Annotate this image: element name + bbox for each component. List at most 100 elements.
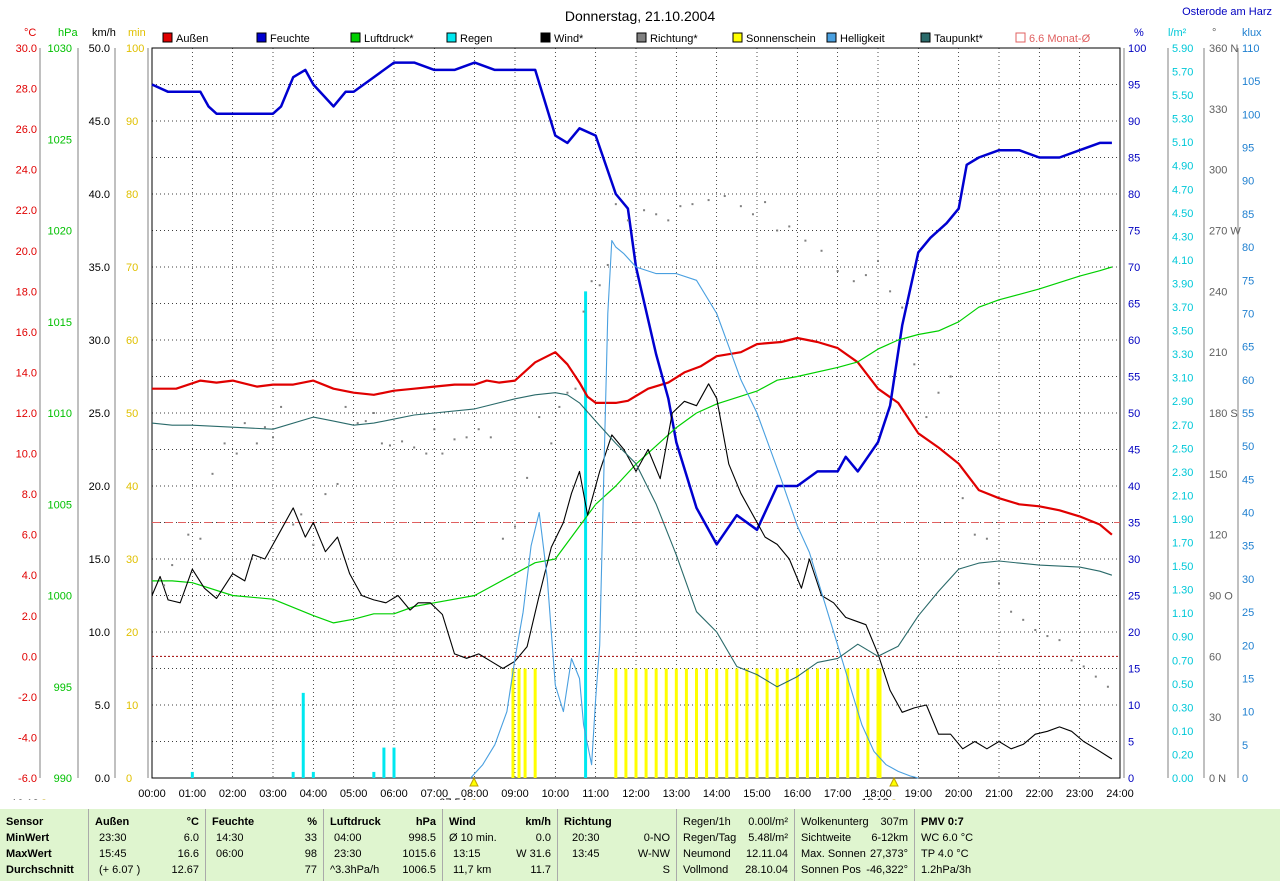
legend-swatch	[1015, 32, 1026, 43]
legend-swatch	[920, 32, 931, 43]
sun-tick-label: 100	[126, 43, 144, 55]
stats-value: 12.67	[171, 864, 199, 876]
direction-point	[820, 249, 823, 252]
sun-tick-label: 80	[126, 189, 138, 201]
stats-luftdruck-col: Luftdruck hPa 04:00 998.5 23:30 1015.6 ^3.3…	[324, 809, 443, 881]
light-tick-label: 30	[1242, 574, 1254, 586]
stats-richtung-col: Richtung 20:30 0-NO 13:45 W-NW S	[558, 809, 677, 881]
temp-tick-label: 22.0	[16, 205, 37, 217]
temp-tick-label: 6.0	[22, 530, 37, 542]
light-tick-label: 40	[1242, 508, 1254, 520]
legend-label: Luftdruck*	[364, 33, 414, 45]
direction-point	[776, 229, 779, 232]
direction-point	[764, 201, 767, 204]
light-tick-label: 35	[1242, 541, 1254, 553]
stats-time: 11,7 km	[453, 864, 492, 876]
humidity-tick-label: 10	[1128, 700, 1140, 712]
pressure-tick-label: 1030	[48, 43, 72, 55]
legend-swatch	[826, 32, 837, 43]
stats-value: 1006.5	[402, 864, 436, 876]
light-tick-label: 85	[1242, 209, 1254, 221]
legend-swatch	[350, 32, 361, 43]
stats-time: 04:00	[334, 832, 362, 844]
direction-point	[655, 213, 658, 216]
stats-value: 77	[304, 864, 317, 876]
direction-point	[300, 513, 303, 516]
legend-label: 6.6 Monat-Ø	[1029, 33, 1091, 45]
series-wind-line	[151, 383, 1113, 760]
direction-point	[453, 438, 456, 441]
temp-tick-label: 16.0	[16, 327, 37, 339]
direction-tick-label: 180 S	[1209, 408, 1238, 420]
light-tick-label: 65	[1242, 342, 1254, 354]
x-tick-label: 09:00	[501, 788, 529, 800]
direction-tick-label: 30	[1209, 712, 1221, 724]
direction-point	[998, 582, 1000, 585]
light-tick-label: 110	[1242, 43, 1260, 55]
direction-tick-label: 240	[1209, 286, 1227, 298]
stats-value: 28.10.04	[745, 864, 788, 876]
direction-point	[1058, 639, 1061, 642]
stats-label: Durchschnitt	[6, 864, 74, 876]
pressure-tick-label: 1005	[48, 499, 72, 511]
rain-tick-label: 1.30	[1172, 585, 1193, 597]
stats-sensor-col: Sensor MinWert MaxWert Durchschnitt	[0, 809, 89, 881]
x-tick-label: 11:00	[582, 788, 609, 800]
pressure-tick-label: 995	[54, 682, 72, 694]
direction-point	[344, 405, 347, 408]
direction-point	[465, 436, 468, 439]
direction-point	[1070, 659, 1073, 662]
direction-point	[606, 263, 609, 266]
wind-tick-label: 20.0	[89, 481, 110, 493]
rain-tick-label: 4.70	[1172, 184, 1193, 196]
direction-axis-unit: °	[1212, 27, 1216, 39]
x-tick-label: 15:00	[743, 788, 771, 800]
sun-tick-label: 60	[126, 335, 138, 347]
rain-tick-label: 3.90	[1172, 278, 1193, 290]
pressure-tick-label: 1020	[48, 226, 72, 238]
stats-label: Sonnen Pos	[801, 864, 861, 876]
direction-tick-label: 0 N	[1209, 773, 1226, 785]
x-tick-label: 18:00	[864, 788, 892, 800]
direction-tick-label: 120	[1209, 530, 1227, 542]
temp-tick-label: 20.0	[16, 246, 37, 258]
x-tick-label: 07:00	[421, 788, 449, 800]
stats-value: 5.48l/m²	[748, 832, 788, 844]
humidity-tick-label: 0	[1128, 773, 1134, 785]
light-tick-label: 20	[1242, 640, 1254, 652]
direction-point	[272, 436, 274, 439]
direction-point	[961, 497, 964, 500]
light-tick-label: 95	[1242, 143, 1254, 155]
wind-tick-label: 40.0	[89, 189, 110, 201]
rain-tick-label: 5.90	[1172, 43, 1193, 55]
direction-point	[913, 363, 916, 366]
sun-tick-label: 50	[126, 408, 138, 420]
rain-tick-label: 1.70	[1172, 538, 1193, 550]
light-tick-label: 70	[1242, 308, 1254, 320]
direction-point	[901, 306, 904, 309]
x-tick-label: 12:00	[622, 788, 650, 800]
temp-tick-label: -4.0	[18, 732, 37, 744]
rain-tick-label: 4.50	[1172, 208, 1193, 220]
direction-point	[1106, 685, 1109, 688]
direction-point	[433, 428, 436, 431]
temp-tick-label: 10.0	[16, 449, 37, 461]
legend-label: Helligkeit	[840, 33, 885, 45]
temp-tick-label: 12.0	[16, 408, 37, 420]
direction-point	[425, 452, 428, 455]
light-tick-label: 45	[1242, 474, 1254, 486]
wind-tick-label: 45.0	[89, 116, 110, 128]
direction-point	[925, 416, 928, 419]
stats-aussen-col: Außen °C 23:30 6.0 15:45 16.6 (+ 6.07 ) 12.6…	[89, 809, 206, 881]
stats-time: 20:30	[572, 832, 600, 844]
x-tick-label: 06:00	[380, 788, 408, 800]
humidity-tick-label: 55	[1128, 372, 1140, 384]
direction-point	[1046, 635, 1049, 638]
direction-point	[598, 284, 601, 287]
direction-point	[413, 446, 416, 449]
stats-header: Richtung	[564, 816, 612, 828]
series-taupunkt-line	[151, 392, 1113, 688]
direction-point	[501, 537, 504, 540]
pressure-tick-label: 1010	[48, 408, 72, 420]
humidity-axis-unit: %	[1134, 27, 1144, 39]
